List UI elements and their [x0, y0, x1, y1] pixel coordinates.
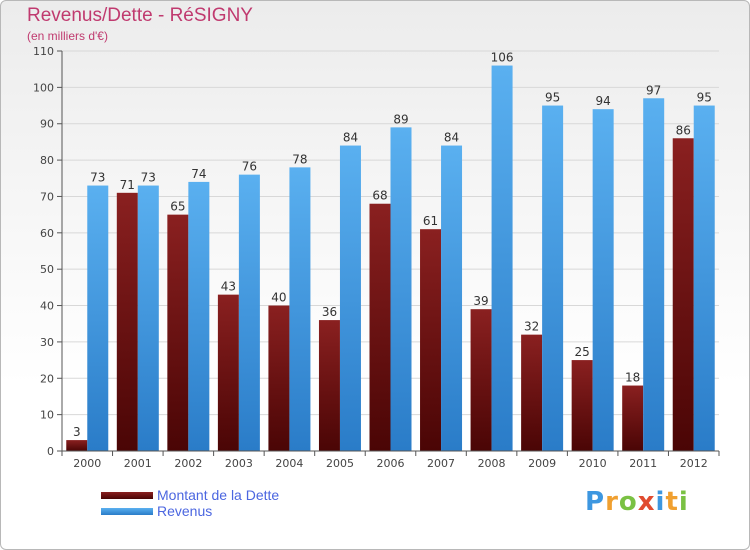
data-label-revenus: 73	[141, 171, 156, 185]
legend-swatch-revenus	[101, 507, 153, 515]
legend: Montant de la Dette Revenus	[101, 487, 279, 519]
y-tick-label: 70	[40, 190, 54, 203]
bar-dette	[571, 360, 593, 451]
data-label-dette: 65	[170, 200, 185, 214]
bar-dette	[66, 440, 88, 451]
logo-letter: x	[637, 487, 656, 517]
x-tick-label: 2008	[478, 457, 506, 470]
data-label-revenus: 94	[596, 94, 611, 108]
logo-letter: r	[605, 487, 619, 517]
proxiti-logo: Proxiti	[585, 487, 689, 517]
bar-revenus	[542, 105, 564, 451]
y-tick-label: 30	[40, 336, 54, 349]
logo-letter: o	[618, 487, 638, 517]
data-label-dette: 40	[271, 291, 286, 305]
y-tick-label: 50	[40, 263, 54, 276]
data-label-revenus: 78	[292, 152, 307, 166]
x-tick-label: 2003	[225, 457, 253, 470]
x-tick-label: 2004	[275, 457, 303, 470]
bar-dette	[318, 320, 340, 451]
y-tick-label: 40	[40, 300, 54, 313]
logo-letter: i	[678, 487, 689, 517]
bar-revenus	[188, 181, 210, 451]
data-labels: 3 73 71 73 65 74 43 76 40 78 36 84 68 89 61 84 39 106 32 95…	[73, 51, 712, 440]
legend-swatch-debt	[101, 491, 153, 499]
bar-revenus	[643, 98, 665, 451]
bar-revenus	[339, 145, 361, 451]
bar-dette	[217, 294, 239, 451]
data-label-revenus: 84	[444, 131, 459, 145]
bar-revenus	[87, 185, 109, 451]
x-tick-label: 2011	[629, 457, 657, 470]
x-tick-label: 2005	[326, 457, 354, 470]
bar-revenus	[491, 65, 513, 451]
data-label-revenus: 76	[242, 160, 257, 174]
data-label-dette: 3	[73, 425, 81, 439]
logo-letter: i	[655, 487, 666, 517]
data-label-revenus: 95	[697, 91, 712, 105]
x-tick-label: 2009	[528, 457, 556, 470]
bar-dette	[420, 229, 442, 451]
y-tick-label: 20	[40, 372, 54, 385]
data-label-dette: 43	[221, 280, 236, 294]
x-tick-label: 2010	[579, 457, 607, 470]
bar-dette	[167, 214, 189, 451]
data-label-revenus: 84	[343, 131, 358, 145]
data-label-dette: 25	[575, 345, 590, 359]
chart-subtitle: (en milliers d'€)	[27, 29, 108, 43]
y-tick-label: 110	[33, 45, 54, 58]
logo-letter: P	[585, 487, 606, 517]
data-label-revenus: 89	[393, 112, 408, 126]
x-tick-label: 2001	[124, 457, 152, 470]
bar-dette	[470, 309, 492, 451]
bar-revenus	[592, 109, 614, 451]
data-label-revenus: 95	[545, 91, 560, 105]
bar-revenus	[693, 105, 715, 451]
data-label-revenus: 73	[90, 171, 105, 185]
data-label-dette: 68	[372, 189, 387, 203]
y-tick-label: 100	[33, 81, 54, 94]
legend-label-revenus: Revenus	[157, 503, 213, 519]
bar-dette	[116, 192, 138, 451]
y-tick-label: 80	[40, 154, 54, 167]
bar-dette	[672, 138, 694, 452]
logo-letter: t	[665, 487, 679, 517]
data-label-dette: 36	[322, 305, 337, 319]
legend-item-debt: Montant de la Dette	[101, 487, 279, 503]
x-tick-label: 2006	[377, 457, 405, 470]
data-label-revenus: 74	[191, 167, 206, 181]
data-label-dette: 18	[625, 371, 640, 385]
y-tick-label: 0	[47, 445, 54, 458]
bar-dette	[521, 334, 543, 451]
bars	[66, 65, 715, 452]
data-label-dette: 39	[473, 294, 488, 308]
bar-revenus	[441, 145, 463, 451]
chart-title: Revenus/Dette - RéSIGNY	[27, 5, 253, 26]
bar-revenus	[390, 127, 412, 451]
bar-dette	[369, 203, 391, 451]
axes: 0 10 20 30 40 50 60 70 80 90 100 110 2000 2001 2002 200…	[33, 45, 720, 470]
legend-item-revenus: Revenus	[101, 503, 279, 519]
data-label-revenus: 106	[491, 51, 514, 65]
legend-label-debt: Montant de la Dette	[157, 487, 280, 503]
data-label-dette: 71	[120, 178, 135, 192]
x-tick-label: 2002	[174, 457, 202, 470]
data-label-revenus: 97	[646, 83, 661, 97]
data-label-dette: 61	[423, 214, 438, 228]
y-tick-label: 90	[40, 118, 54, 131]
x-tick-label: 2012	[680, 457, 708, 470]
data-label-dette: 86	[676, 123, 691, 137]
y-tick-label: 60	[40, 227, 54, 240]
bar-dette	[622, 385, 644, 451]
bar-revenus	[238, 174, 260, 452]
bar-revenus	[289, 167, 311, 451]
bar-revenus	[137, 185, 159, 451]
x-tick-label: 2000	[73, 457, 101, 470]
data-label-dette: 32	[524, 320, 539, 334]
y-tick-label: 10	[40, 409, 54, 422]
x-tick-label: 2007	[427, 457, 455, 470]
bar-dette	[268, 305, 290, 451]
